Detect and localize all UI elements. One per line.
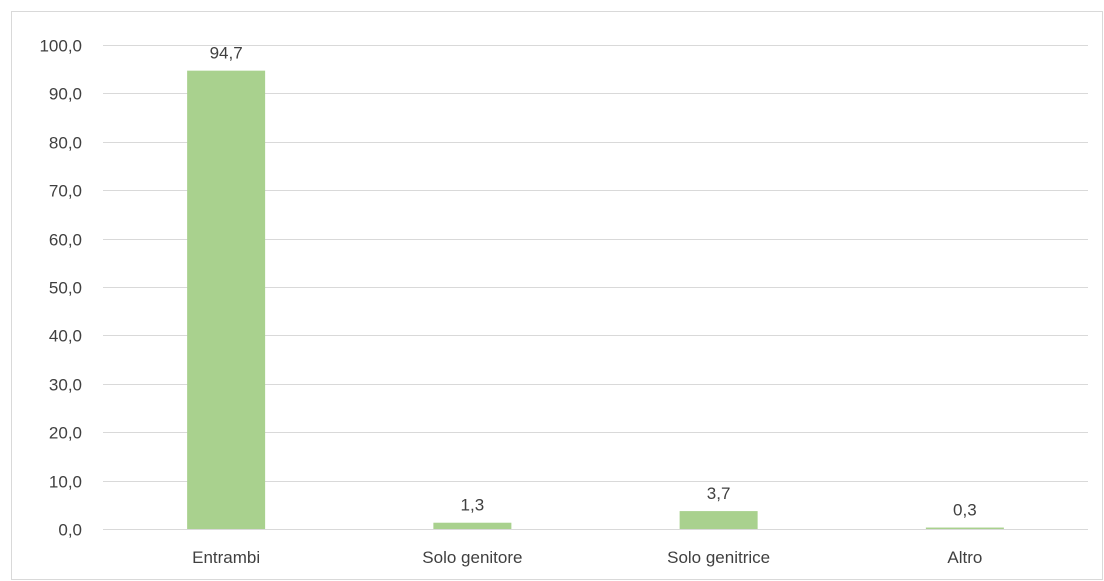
x-category-label: Solo genitore [422,548,522,567]
data-labels: 94,7 1,3 3,7 0,3 [210,44,977,520]
y-tick-label: 80,0 [49,134,82,153]
data-label: 3,7 [707,484,731,503]
x-axis-category-labels: Entrambi Solo genitore Solo genitrice Altro [192,548,982,567]
bar-entrambi [187,70,266,529]
y-tick-label: 50,0 [49,279,82,298]
y-tick-label: 0,0 [58,521,82,540]
bars [187,70,1004,529]
y-tick-label: 10,0 [49,473,82,492]
y-tick-label: 100,0 [39,37,82,56]
bar-solo-genitore [433,522,512,529]
data-label: 1,3 [461,496,485,515]
x-category-label: Entrambi [192,548,260,567]
bar-altro [925,527,1004,529]
x-category-label: Altro [947,548,982,567]
data-label: 94,7 [210,44,243,63]
y-tick-label: 60,0 [49,231,82,250]
bar-solo-genitrice [679,511,758,529]
y-tick-label: 20,0 [49,424,82,443]
x-category-label: Solo genitrice [667,548,770,567]
y-tick-label: 90,0 [49,85,82,104]
y-tick-label: 30,0 [49,376,82,395]
y-tick-label: 70,0 [49,182,82,201]
data-label: 0,3 [953,501,977,520]
y-axis-tick-labels: 0,0 10,0 20,0 30,0 40,0 50,0 60,0 70,0 80,0 90,0 1… [39,37,82,540]
gridlines [103,45,1088,530]
y-tick-label: 40,0 [49,327,82,346]
